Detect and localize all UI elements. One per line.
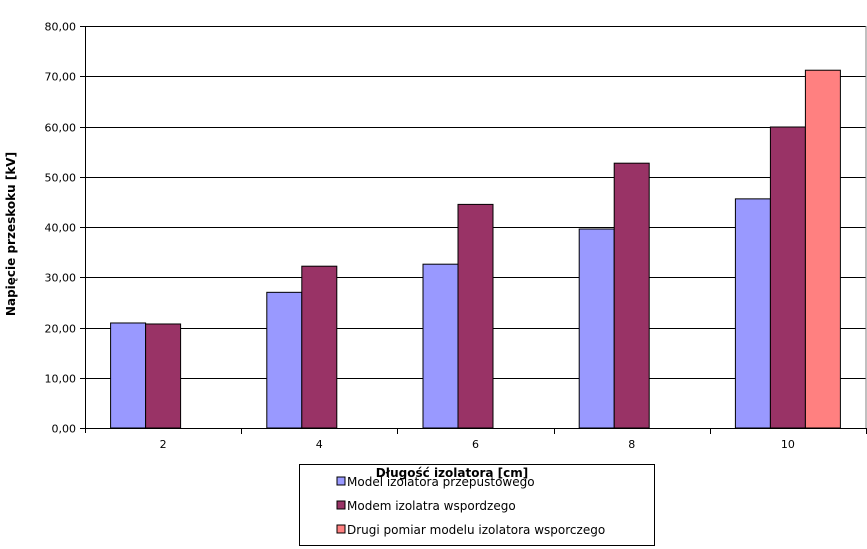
legend-label: Modem izolatra wspordzego (347, 499, 516, 513)
legend: Model izolatora przepustowego Modem izola… (299, 464, 655, 546)
x-tick-label: 10 (781, 438, 795, 451)
bar-2-10 (769, 126, 806, 429)
x-tick-label: 8 (628, 438, 635, 451)
bar-2-8 (613, 162, 650, 429)
legend-swatch (336, 524, 346, 534)
bar-1-4 (266, 291, 303, 429)
y-tick-label: 10,00 (45, 373, 77, 386)
legend-swatch (336, 500, 346, 510)
axes (80, 26, 867, 434)
legend-swatch (336, 476, 346, 486)
y-tick-label: 40,00 (45, 222, 77, 235)
y-axis-title: Napięcie przeskoku [kV] (4, 152, 18, 316)
x-tick-label: 4 (316, 438, 323, 451)
y-tick-label: 50,00 (45, 172, 77, 185)
bar-1-8 (578, 228, 615, 429)
bar-3-10 (804, 69, 841, 429)
bar-2-2 (145, 323, 182, 429)
y-tick-label: 70,00 (45, 71, 77, 84)
legend-label: Drugi pomiar modelu izolatora wsporczego (347, 523, 605, 537)
y-tick-label: 20,00 (45, 323, 77, 336)
bar-1-6 (422, 263, 459, 429)
bar-2-4 (301, 265, 338, 429)
y-tick-label: 30,00 (45, 272, 77, 285)
y-tick-label: 60,00 (45, 122, 77, 135)
x-axis-title: Długość izolatora [cm] (376, 466, 529, 480)
legend-label: Model izolatora przepustowego (347, 475, 535, 489)
x-tick-label: 6 (472, 438, 479, 451)
legend-box (299, 464, 655, 546)
y-tick-labels: 0,00 10,00 20,00 30,00 40,00 50,00 60,00 70,00 8… (45, 21, 77, 436)
bar-1-10 (734, 198, 771, 429)
x-tick-label: 2 (160, 438, 167, 451)
x-tick-labels: 2 4 6 8 10 (160, 438, 795, 451)
bar-1-2 (110, 322, 147, 429)
y-tick-label: 0,00 (52, 423, 77, 436)
y-tick-label: 80,00 (45, 21, 77, 34)
bar-2-6 (457, 203, 494, 429)
bars (110, 69, 841, 429)
